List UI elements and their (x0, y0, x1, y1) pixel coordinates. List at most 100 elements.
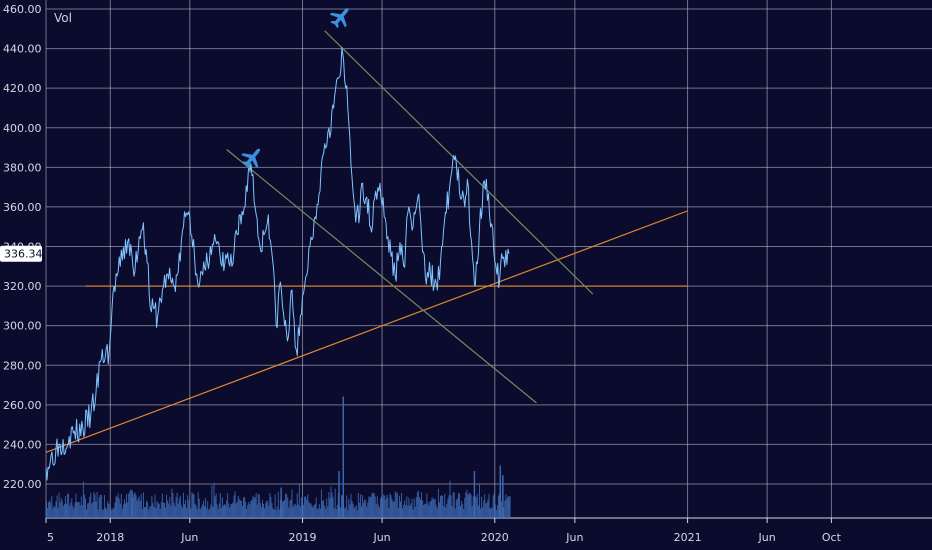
volume-bar (288, 507, 290, 518)
volume-bar (412, 509, 414, 518)
volume-bar (413, 498, 415, 518)
airplane-marker-2019-icon[interactable] (326, 2, 355, 32)
volume-bar (73, 508, 75, 518)
volume-spike-3 (499, 465, 501, 518)
volume-bar (487, 499, 489, 518)
volume-bar (194, 503, 196, 518)
volume-bar (59, 502, 61, 518)
volume-bar (305, 496, 307, 518)
volume-bar (426, 493, 428, 518)
volume-bar (136, 500, 138, 518)
volume-bar (215, 493, 217, 518)
volume-bar (503, 507, 505, 518)
volume-bar (299, 506, 301, 518)
volume-bar (243, 497, 245, 518)
volume-bar (208, 509, 210, 518)
y-tick-label-2: 260.00 (3, 399, 42, 412)
volume-bar (419, 499, 421, 518)
volume-bar (417, 490, 419, 518)
volume-bar (129, 491, 131, 518)
volume-bar (287, 497, 289, 518)
volume-bar (229, 507, 231, 518)
volume-bar (50, 502, 52, 518)
volume-bar (212, 506, 214, 518)
volume-bar (352, 503, 354, 518)
volume-bar (224, 504, 226, 518)
volume-bar (455, 499, 457, 518)
y-tick-label-9: 400.00 (3, 122, 42, 135)
volume-bar (365, 499, 367, 518)
volume-bar (394, 491, 396, 518)
volume-bar (389, 493, 391, 518)
volume-bar (210, 504, 212, 518)
volume-bar (88, 502, 90, 518)
volume-bar (310, 503, 312, 518)
volume-bar (145, 506, 147, 518)
volume-bar (443, 505, 445, 518)
volume-bar (274, 494, 276, 518)
volume-bar (116, 496, 118, 518)
volume-bar (332, 497, 334, 518)
volume-spike-1 (338, 471, 340, 518)
volume-bar (268, 505, 270, 518)
airplane-marker-2018-icon[interactable] (238, 143, 267, 173)
volume-bar (155, 508, 157, 518)
volume-bar (211, 485, 213, 518)
volume-bar (368, 496, 370, 518)
volume-bar (74, 502, 76, 518)
volume-bar (135, 495, 137, 518)
volume-bar (483, 500, 485, 518)
volume-bar (467, 494, 469, 518)
volume-bar (322, 500, 324, 518)
volume-bar (236, 501, 238, 518)
current-price-tag: 336.34 (0, 245, 43, 262)
volume-label: Vol (54, 11, 72, 25)
volume-bar (62, 505, 64, 518)
trendline-rising-support[interactable] (45, 210, 688, 453)
volume-bar (340, 494, 342, 518)
volume-bar (174, 506, 176, 518)
volume-bar (370, 496, 372, 518)
volume-bar (383, 494, 385, 518)
volume-bar (374, 496, 376, 518)
volume-bar (146, 500, 148, 518)
trendline-descending-upper[interactable] (324, 30, 594, 295)
volume-bar (108, 503, 110, 518)
volume-bar (328, 492, 330, 518)
volume-bar (226, 500, 228, 518)
volume-bar (77, 502, 79, 518)
volume-bar (130, 489, 132, 518)
volume-bar (357, 492, 359, 518)
volume-bar (326, 498, 328, 518)
volume-bar (353, 507, 355, 518)
volume-bar (474, 496, 476, 518)
volume-bar (496, 505, 498, 518)
volume-bar (497, 495, 499, 518)
trendlines[interactable] (45, 30, 688, 453)
volume-bar (336, 504, 338, 518)
volume-bar (104, 507, 106, 518)
volume-bar (323, 499, 325, 518)
volume-bar (152, 502, 154, 518)
volume-bar (70, 502, 72, 518)
volume-bar (149, 506, 151, 518)
volume-bar (452, 492, 454, 518)
trendline-descending-lower[interactable] (226, 149, 537, 404)
volume-bar (76, 502, 78, 518)
volume-bar (233, 495, 235, 518)
volume-bar (58, 492, 60, 518)
volume-bar (207, 501, 209, 518)
volume-spike-2 (473, 471, 476, 518)
volume-bar (127, 502, 129, 518)
markers[interactable] (238, 2, 356, 172)
volume-bar (177, 503, 179, 518)
volume-bar (397, 507, 399, 518)
volume-bar (429, 501, 431, 518)
volume-bar (506, 498, 508, 518)
y-tick-label-8: 380.00 (3, 161, 42, 174)
volume-bar (347, 509, 349, 518)
volume-bar (171, 488, 173, 518)
volume-bar (185, 499, 187, 518)
volume-bar (205, 498, 207, 518)
